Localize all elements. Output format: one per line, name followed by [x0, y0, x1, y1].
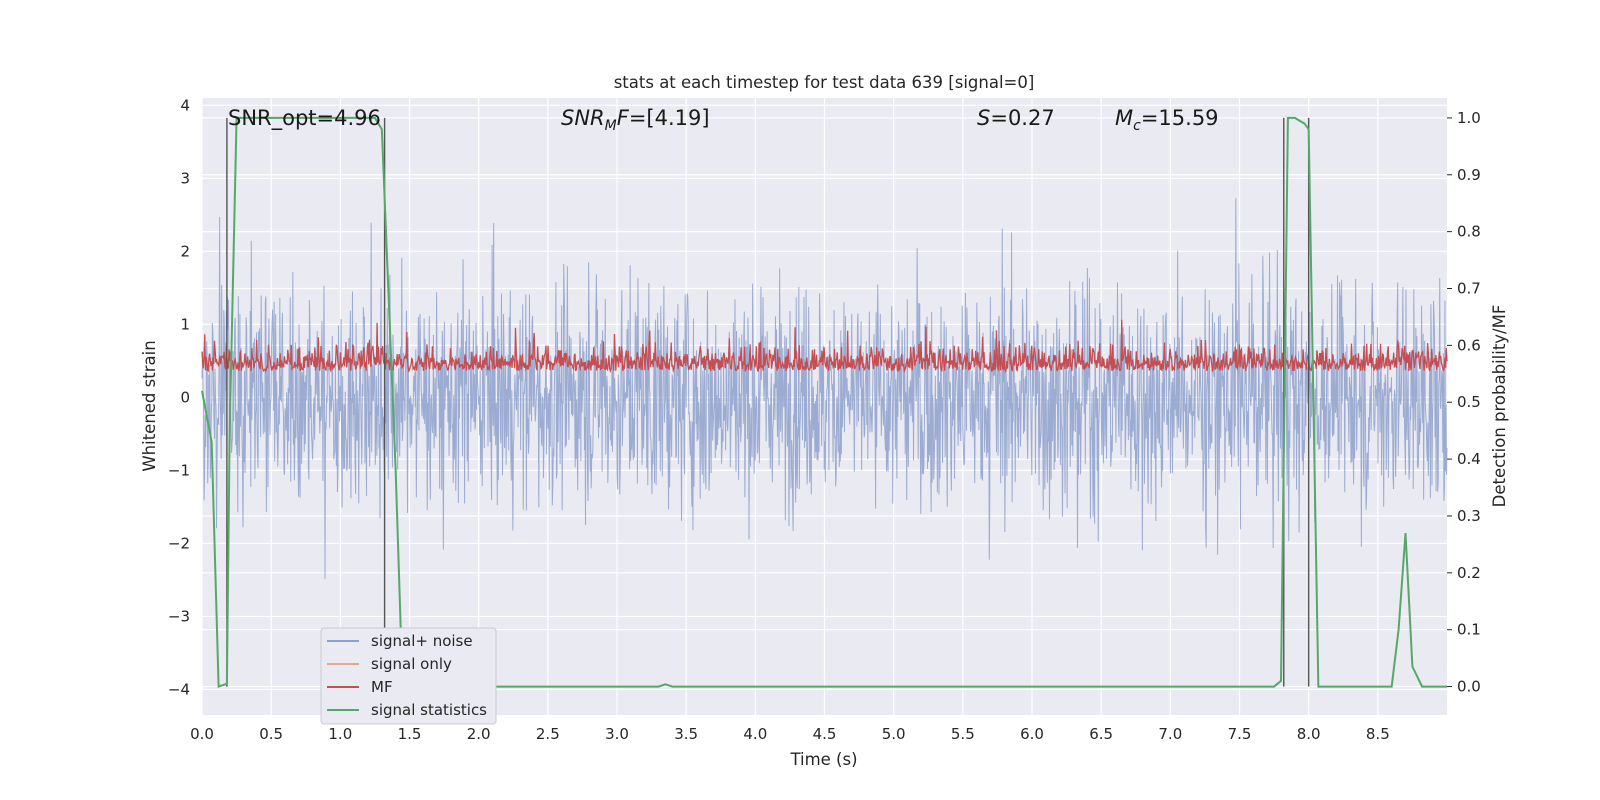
legend-item-signal-statistics: signal statistics	[327, 701, 487, 719]
y-tick-label: 4	[180, 96, 190, 114]
legend-box	[320, 627, 497, 725]
x-tick-label: 6.0	[1020, 725, 1044, 743]
legend-label: signal only	[371, 655, 452, 673]
y2-tick-label: 0.8	[1457, 223, 1481, 241]
x-tick-label: 0.5	[259, 725, 283, 743]
y2-tick-label: 0.7	[1457, 280, 1481, 298]
x-tick-label: 8.0	[1297, 725, 1321, 743]
x-tick-label: 0.0	[190, 725, 214, 743]
x-tick-label: 7.0	[1158, 725, 1182, 743]
series-mf	[201, 319, 1448, 374]
y2-tick-label: 0.1	[1457, 621, 1481, 639]
y-tick-label: 2	[180, 242, 190, 260]
y-tick-label: 1	[180, 315, 190, 333]
x-tick-label: 1.0	[328, 725, 352, 743]
x-tick-label: 3.0	[605, 725, 629, 743]
x-tick-label: 6.5	[1089, 725, 1113, 743]
series-signal-statistics	[201, 116, 1447, 688]
tick-labels: 0.0 0.5 1.0 1.5 2.0 2.5 3.0 3.5 4.0 4.5 5.0 5.5 6.0 6…	[168, 96, 1481, 743]
legend-label: signal+ noise	[371, 632, 473, 650]
legend-label: signal statistics	[371, 701, 487, 719]
annotations: SNR_opt=4.96 SNRMF=[4.19] S=0.27 Mc=15.5…	[228, 106, 1219, 134]
y2-tick-label: 0.4	[1457, 450, 1481, 468]
legend-item-mf: MF	[327, 678, 393, 696]
y2-tick-label: 0.5	[1457, 393, 1481, 411]
x-tick-label: 5.5	[951, 725, 975, 743]
x-tick-label: 2.5	[536, 725, 560, 743]
x-tick-label: 8.5	[1366, 725, 1390, 743]
y-tick-label: −1	[168, 461, 190, 479]
annotation-s: S=0.27	[977, 106, 1055, 130]
y-tick-label: 3	[180, 169, 190, 187]
signal-statistics-line	[201, 116, 1447, 688]
annotation-snr-mf: SNRMF=[4.19]	[561, 106, 710, 134]
x-axis-title: Time (s)	[789, 750, 857, 769]
y-tick-label: 0	[180, 388, 190, 406]
y2-tick-label: 0.6	[1457, 336, 1481, 354]
grid-lines	[201, 98, 1447, 715]
x-tick-label: 5.0	[882, 725, 906, 743]
x-tick-label: 2.0	[467, 725, 491, 743]
y-tick-label: −2	[168, 534, 190, 552]
y2-axis-title: Detection probability/MF	[1490, 305, 1509, 508]
mf-line	[201, 319, 1448, 374]
y2-tick-label: 0.2	[1457, 564, 1481, 582]
y2-tick-label: 0.9	[1457, 166, 1481, 184]
legend: signal+ noise signal only MF signal stat…	[320, 627, 497, 725]
x-tick-label: 3.5	[674, 725, 698, 743]
annotation-snr-opt: SNR_opt=4.96	[228, 106, 381, 131]
annotation-mc: Mc=15.59	[1115, 106, 1219, 134]
x-tick-label: 7.5	[1228, 725, 1252, 743]
y-axis-title: Whitened strain	[140, 340, 159, 471]
y-tick-label: −4	[168, 680, 190, 698]
x-tick-label: 1.5	[398, 725, 422, 743]
y2-tick-label: 1.0	[1457, 109, 1481, 127]
y2-tick-label: 0.0	[1457, 678, 1481, 696]
x-tick-label: 4.5	[813, 725, 837, 743]
chart-title: stats at each timestep for test data 639…	[614, 73, 1035, 92]
x-tick-label: 4.0	[743, 725, 767, 743]
legend-label: MF	[371, 678, 393, 696]
y-tick-label: −3	[168, 607, 190, 625]
y2-tick-label: 0.3	[1457, 507, 1481, 525]
annotation-snr-mf-value: =[4.19]	[629, 106, 710, 130]
legend-item-signal-only: signal only	[327, 655, 452, 673]
legend-item-signal-noise: signal+ noise	[327, 632, 473, 650]
